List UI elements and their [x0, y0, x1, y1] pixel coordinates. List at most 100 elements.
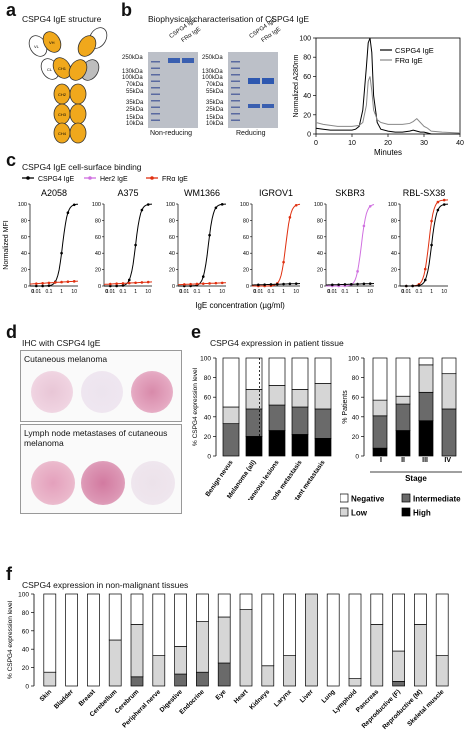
data-point — [220, 281, 224, 285]
panel-c-title: CSPG4 IgE cell-surface binding — [22, 162, 142, 172]
gel1-marker: 130kDa — [122, 69, 143, 75]
panel-b-title: Biophysical characterisation of CSPG4 Ig… — [148, 14, 310, 24]
y-tick-label: 20 — [169, 268, 175, 274]
data-point — [134, 243, 137, 247]
legend-swatch — [401, 493, 411, 503]
bar-segment — [414, 624, 427, 687]
data-point — [337, 283, 340, 286]
data-point — [436, 208, 440, 212]
y-tick-label: 80 — [95, 218, 101, 224]
panel-e-title: CSPG4 expression in patient tissue — [210, 338, 344, 348]
bar-segment — [261, 665, 275, 687]
data-point — [183, 283, 186, 286]
data-point — [405, 284, 408, 288]
x-tick-label: 0.01 — [401, 289, 411, 295]
y-tick-label: 20 — [352, 434, 360, 441]
y-tick-label: 60 — [204, 395, 212, 402]
x-tick-label: 0.01 — [327, 289, 337, 295]
bar-segment — [108, 639, 122, 687]
data-point — [423, 267, 427, 271]
bar-segment — [174, 673, 187, 687]
gel2-marker: 35kDa — [206, 100, 224, 106]
y-tick-label: 40 — [303, 93, 311, 100]
legend-label: CSPG4 IgE — [395, 46, 434, 55]
y-tick-label: 20 — [95, 268, 101, 274]
data-point — [436, 200, 440, 204]
ihc-box-cutaneous: Cutaneous melanoma — [20, 350, 182, 422]
x-tick-label: 1 — [356, 289, 359, 295]
ihc-core — [81, 371, 123, 413]
bar-segment — [372, 357, 388, 401]
domain-vl-label: VL — [34, 44, 40, 49]
data-point — [35, 284, 38, 288]
plot-frame — [315, 37, 461, 135]
panel-letter-e: e — [191, 322, 202, 342]
y-tick-label: 40 — [391, 251, 397, 257]
data-point — [257, 283, 260, 287]
binding-curve — [400, 203, 449, 287]
bar-segment — [268, 404, 286, 431]
data-point — [288, 282, 292, 286]
x-tick-label: 10 — [441, 289, 447, 295]
ihc-cutaneous-label: Cutaneous melanoma — [24, 354, 108, 364]
legend-marker — [150, 176, 154, 180]
panel-letter-d: d — [6, 322, 17, 342]
data-point — [109, 282, 112, 286]
category-label: Skin — [39, 688, 54, 703]
x-tick-label: 0.1 — [267, 289, 274, 295]
gel1-marker: 25kDa — [126, 107, 144, 113]
data-point — [121, 284, 125, 287]
series-line — [315, 76, 461, 134]
gel2-marker: 25kDa — [206, 107, 224, 113]
x-tick-label: 0.01 — [179, 289, 189, 295]
bar-segment — [283, 655, 296, 687]
data-point — [220, 203, 224, 206]
data-point — [430, 219, 433, 223]
y-tick-label: 0 — [355, 454, 359, 461]
y-tick-label: 60 — [317, 235, 323, 241]
y-tick-label: 80 — [391, 218, 397, 224]
bar-segment — [152, 655, 166, 687]
data-point — [343, 283, 347, 286]
bar-segment — [326, 593, 340, 687]
cell-line-label: RBL-SX38 — [403, 188, 446, 198]
data-point — [109, 284, 112, 288]
cell-line-label: SKBR3 — [335, 188, 365, 198]
data-point — [282, 282, 285, 286]
data-point — [53, 281, 57, 284]
cell-line-label: WM1366 — [184, 188, 220, 198]
y-tick-label: 80 — [204, 375, 212, 382]
bar-segment — [372, 415, 388, 449]
gel1-marker: 35kDa — [126, 100, 144, 106]
gel2-band-light — [262, 104, 274, 108]
x-tick-label: 1 — [282, 289, 285, 295]
gel2-marker: 100kDa — [202, 75, 223, 81]
x-tick-label: 40 — [456, 140, 464, 147]
legend-marker — [26, 176, 30, 180]
data-point — [72, 203, 76, 207]
category-label: Larynx — [273, 688, 293, 708]
bar-segment — [291, 389, 309, 408]
ihc-core — [81, 461, 125, 505]
y-tick-label: 20 — [22, 665, 30, 672]
data-point — [201, 282, 205, 285]
panel-letter-b: b — [121, 0, 132, 20]
x-tick-label: 0 — [314, 140, 318, 147]
y-tick-label: 0 — [25, 684, 29, 691]
bar-segment — [392, 650, 405, 682]
data-point — [41, 284, 44, 288]
x-tick-label: 1 — [134, 289, 137, 295]
bar-segment — [196, 593, 209, 622]
series-line — [315, 37, 460, 135]
bar-segment — [395, 357, 411, 397]
y-tick-label: 60 — [22, 628, 30, 635]
y-tick-label: 100 — [18, 592, 29, 599]
gel1-ladder — [151, 56, 160, 124]
panel-f-title: CSPG4 expression in non-malignant tissue… — [22, 580, 189, 590]
y-tick-label: 0 — [394, 284, 397, 290]
data-point — [269, 283, 273, 286]
sec-chart: 0 10 20 30 40 0 20 40 60 80 100 Minutes Normalized A… — [293, 36, 464, 158]
ihc-core — [131, 461, 175, 505]
bar-segment — [414, 593, 427, 625]
bar-segment — [268, 430, 286, 457]
